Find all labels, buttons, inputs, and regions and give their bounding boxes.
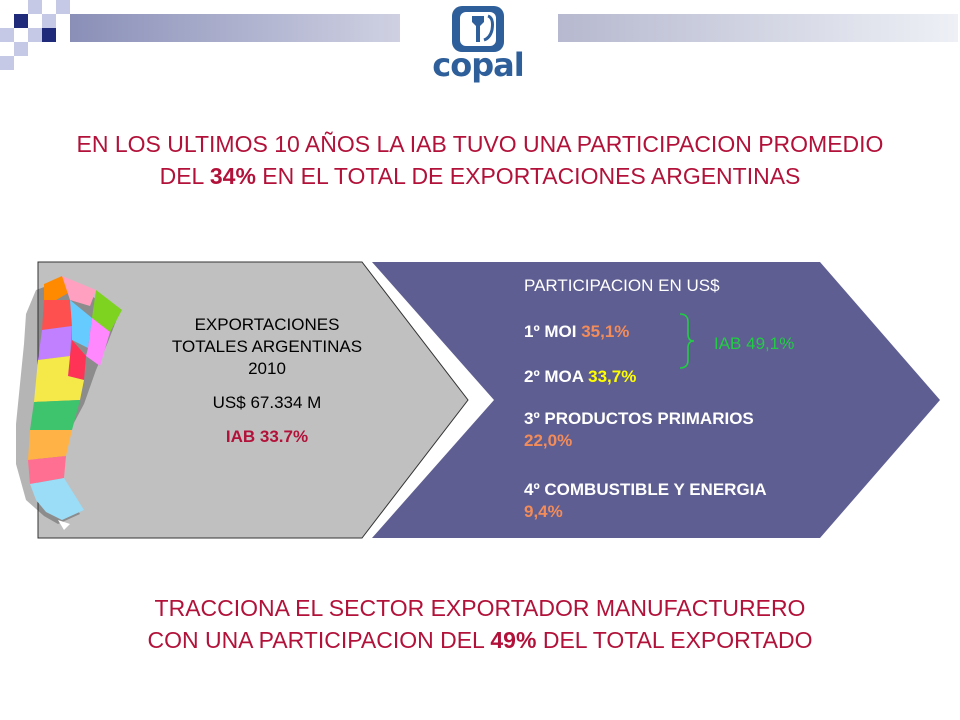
right-item-primarios: 3º PRODUCTOS PRIMARIOS 22,0% (524, 408, 754, 452)
left-amount: US$ 67.334 M (212, 393, 322, 412)
copal-bottle-logo-icon (452, 6, 504, 52)
left-iab: IAB 33.7% (225, 427, 309, 446)
right-arrow-shape (372, 262, 940, 538)
brace-label: IAB 49,1% (714, 334, 795, 353)
right-item-label: 3º PRODUCTOS PRIMARIOS (524, 409, 754, 428)
logo-text: copal (432, 46, 524, 84)
right-item-value: 9,4% (524, 502, 563, 521)
top-headline: EN LOS ULTIMOS 10 AÑOS LA IAB TUVO UNA P… (60, 128, 900, 192)
bottom-headline-after: DEL TOTAL EXPORTADO (536, 627, 813, 653)
decor-square (42, 28, 56, 42)
right-item-value: 22,0% (524, 431, 573, 450)
header-band-left (70, 14, 400, 42)
bottom-headline-before: CON UNA PARTICIPACION DEL (147, 627, 491, 653)
decor-square (14, 42, 28, 56)
decor-square (42, 14, 56, 28)
brace-icon (679, 313, 695, 369)
header-band-right (558, 14, 958, 42)
decor-square (0, 28, 14, 42)
right-item-value: 35,1% (581, 322, 630, 341)
top-headline-highlight: 34% (209, 163, 256, 189)
bottom-headline-highlight: 49% (490, 627, 537, 653)
left-title-line2: TOTALES ARGENTINAS (171, 337, 363, 356)
right-item-combustible: 4º COMBUSTIBLE Y ENERGIA 9,4% (524, 479, 767, 523)
right-item-moa: 2º MOA 33,7% (524, 366, 636, 388)
top-headline-before: EN LOS ULTIMOS 10 AÑOS LA IAB TUVO UNA P… (76, 131, 884, 189)
right-title: PARTICIPACION EN US$ (524, 276, 720, 295)
argentina-provinces-map-icon (16, 276, 122, 530)
left-box: EXPORTACIONES TOTALES ARGENTINAS 2010 US… (132, 314, 402, 448)
top-headline-after: EN EL TOTAL DE EXPORTACIONES ARGENTINAS (255, 163, 801, 189)
right-item-label: 1º MOI (524, 322, 582, 341)
right-item-label: 4º COMBUSTIBLE Y ENERGIA (524, 480, 767, 499)
left-year: 2010 (248, 359, 286, 378)
right-item-moi: 1º MOI 35,1% (524, 321, 629, 343)
left-title-line1: EXPORTACIONES (194, 315, 340, 334)
right-item-label: 2º MOA (524, 367, 589, 386)
right-item-value: 33,7% (588, 367, 637, 386)
bottom-headline-line2: CON UNA PARTICIPACION DEL 49% DEL TOTAL … (60, 624, 900, 656)
decor-square (14, 14, 28, 28)
decor-square (56, 0, 70, 14)
bottom-headline: TRACCIONA EL SECTOR EXPORTADOR MANUFACTU… (60, 592, 900, 656)
decor-square (28, 28, 42, 42)
decor-square (28, 0, 42, 14)
decor-square (0, 56, 14, 70)
bottom-headline-line1: TRACCIONA EL SECTOR EXPORTADOR MANUFACTU… (154, 595, 806, 621)
